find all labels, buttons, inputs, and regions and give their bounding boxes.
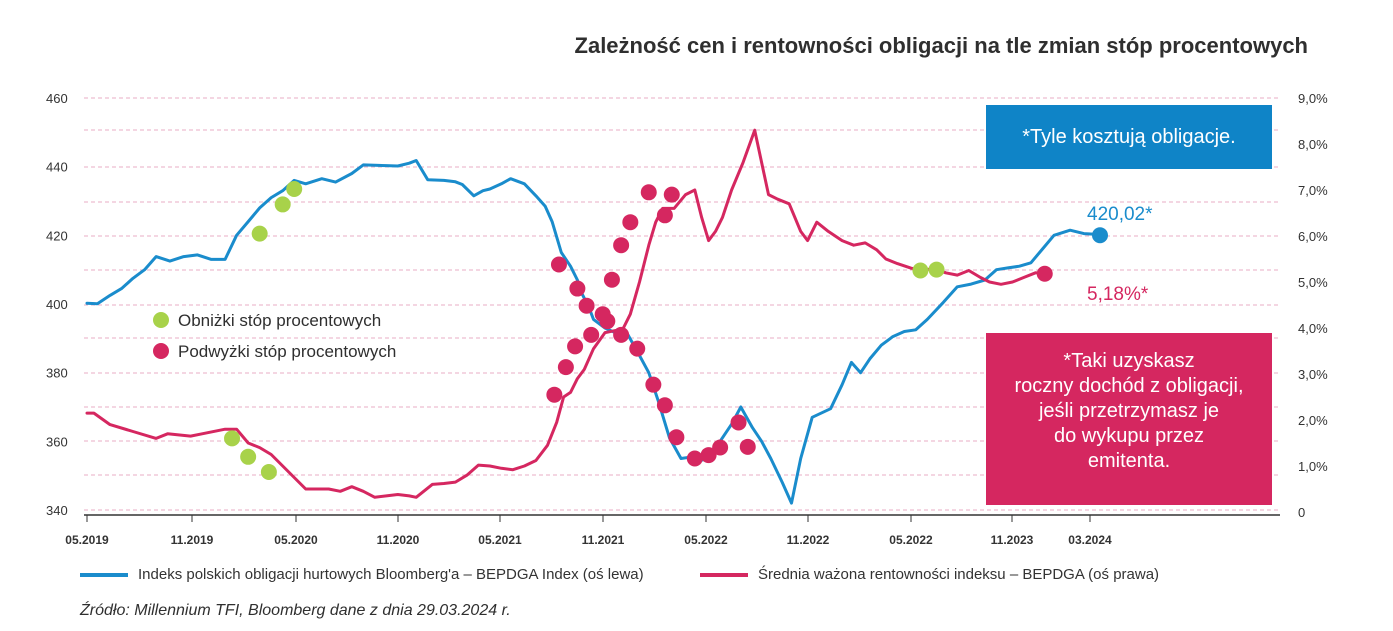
rate-cut-marker bbox=[286, 180, 303, 197]
rate-hike-marker bbox=[668, 429, 685, 446]
x-tick-label: 03.2024 bbox=[1068, 533, 1112, 547]
rate-hike-marker bbox=[567, 338, 584, 355]
rate-hike-marker bbox=[1036, 265, 1053, 282]
rate-hike-marker bbox=[613, 237, 630, 254]
rate-hike-marker bbox=[730, 414, 747, 431]
x-tick-label: 05.2021 bbox=[478, 533, 522, 547]
index-series-line bbox=[85, 159, 1102, 505]
in-chart-legend: Obniżki stóp procentowych Podwyżki stóp p… bbox=[153, 311, 396, 361]
x-tick-label: 11.2023 bbox=[991, 533, 1034, 547]
right-tick-label: 7,0% bbox=[1298, 183, 1328, 198]
rate-hike-marker bbox=[712, 439, 729, 456]
source-note: Źródło: Millennium TFI, Bloomberg dane z… bbox=[80, 602, 511, 619]
legend-index-label: Indeks polskich obligacji hurtowych Bloo… bbox=[138, 566, 644, 583]
x-tick-label: 05.2019 bbox=[65, 533, 109, 547]
rate-hike-marker bbox=[622, 214, 639, 231]
rate-cut-marker bbox=[260, 463, 277, 480]
rate-hike-marker bbox=[640, 184, 657, 201]
right-tick-label: 9,0% bbox=[1298, 91, 1328, 106]
rate-cut-marker bbox=[224, 430, 241, 447]
rate-cut-marker bbox=[928, 261, 945, 278]
legend-hike-dot bbox=[153, 343, 169, 359]
end-labels: 420,02* 5,18%* bbox=[1087, 204, 1153, 305]
right-tick-label: 2,0% bbox=[1298, 413, 1328, 428]
legend-yield: Średnia ważona rentowności indeksu – BEP… bbox=[700, 566, 1159, 583]
right-axis-ticks: 9,0% 8,0% 7,0% 6,0% 5,0% 4,0% 3,0% 2,0% 1,0% 0 bbox=[1298, 91, 1328, 520]
chart-title: Zależność cen i rentowności obligacji na… bbox=[574, 33, 1308, 58]
yield-end-label: 5,18%* bbox=[1087, 284, 1149, 305]
rate-hike-marker bbox=[1092, 227, 1108, 244]
x-tick-label: 05.2020 bbox=[274, 533, 318, 547]
right-tick-label: 8,0% bbox=[1298, 137, 1328, 152]
right-tick-label: 5,0% bbox=[1298, 275, 1328, 290]
callout-price: *Tyle kosztują obligacje. bbox=[986, 105, 1272, 169]
rate-hike-marker bbox=[739, 438, 756, 455]
x-tick-label: 11.2021 bbox=[582, 533, 625, 547]
yield-series-line bbox=[85, 128, 1047, 499]
legend-yield-swatch bbox=[700, 572, 748, 577]
left-tick-label: 340 bbox=[46, 503, 68, 518]
rate-cut-marker bbox=[912, 262, 929, 279]
rate-hike-marker bbox=[557, 359, 574, 376]
x-tick-label: 05.2022 bbox=[684, 533, 728, 547]
right-tick-label: 1,0% bbox=[1298, 459, 1328, 474]
rate-hike-marker bbox=[594, 306, 611, 323]
x-tick-label: 05.2022 bbox=[889, 533, 933, 547]
left-tick-label: 460 bbox=[46, 91, 68, 106]
legend-hike-label: Podwyżki stóp procentowych bbox=[178, 342, 396, 361]
rate-cut-marker bbox=[274, 196, 291, 213]
rate-cut-marker bbox=[251, 225, 268, 242]
rate-hike-marker bbox=[645, 376, 662, 393]
right-tick-label: 0 bbox=[1298, 505, 1305, 520]
series-lines bbox=[85, 128, 1102, 505]
left-tick-label: 360 bbox=[46, 434, 68, 449]
legend-index-swatch bbox=[80, 572, 128, 577]
left-tick-label: 400 bbox=[46, 297, 68, 312]
rate-hike-marker bbox=[578, 297, 595, 314]
left-tick-label: 420 bbox=[46, 228, 68, 243]
rate-hike-marker bbox=[656, 207, 673, 224]
rate-hike-marker bbox=[656, 397, 673, 414]
legend-yield-label: Średnia ważona rentowności indeksu – BEP… bbox=[758, 566, 1160, 583]
legend-cut-dot bbox=[153, 312, 169, 328]
legend-index: Indeks polskich obligacji hurtowych Bloo… bbox=[80, 566, 644, 583]
left-tick-label: 440 bbox=[46, 160, 68, 175]
rate-hike-marker bbox=[550, 256, 567, 273]
right-tick-label: 4,0% bbox=[1298, 321, 1328, 336]
rate-hike-marker bbox=[583, 326, 600, 343]
rate-cut-marker bbox=[240, 448, 257, 465]
rate-hike-marker bbox=[700, 447, 717, 464]
rate-change-markers bbox=[224, 180, 1108, 480]
rate-hike-marker bbox=[546, 386, 563, 403]
x-tick-label: 11.2019 bbox=[171, 533, 214, 547]
rate-hike-marker bbox=[569, 280, 586, 297]
rate-hike-marker bbox=[629, 340, 646, 357]
callout-yield: *Taki uzyskasz roczny dochód z obligacji… bbox=[986, 333, 1272, 505]
x-axis: 05.2019 11.2019 05.2020 11.2020 05.2021 11.20… bbox=[65, 514, 1280, 547]
rate-hike-marker bbox=[603, 271, 620, 288]
index-end-label: 420,02* bbox=[1087, 204, 1153, 225]
rate-hike-marker bbox=[663, 186, 680, 203]
rate-hike-marker bbox=[686, 450, 703, 467]
right-tick-label: 6,0% bbox=[1298, 229, 1328, 244]
left-tick-label: 380 bbox=[46, 366, 68, 381]
rate-hike-marker bbox=[613, 326, 630, 343]
x-tick-label: 11.2020 bbox=[377, 533, 420, 547]
legend-cut-label: Obniżki stóp procentowych bbox=[178, 311, 381, 330]
left-axis-ticks: 460 440 420 400 380 360 340 bbox=[46, 91, 68, 518]
x-tick-label: 11.2022 bbox=[787, 533, 830, 547]
right-tick-label: 3,0% bbox=[1298, 367, 1328, 382]
